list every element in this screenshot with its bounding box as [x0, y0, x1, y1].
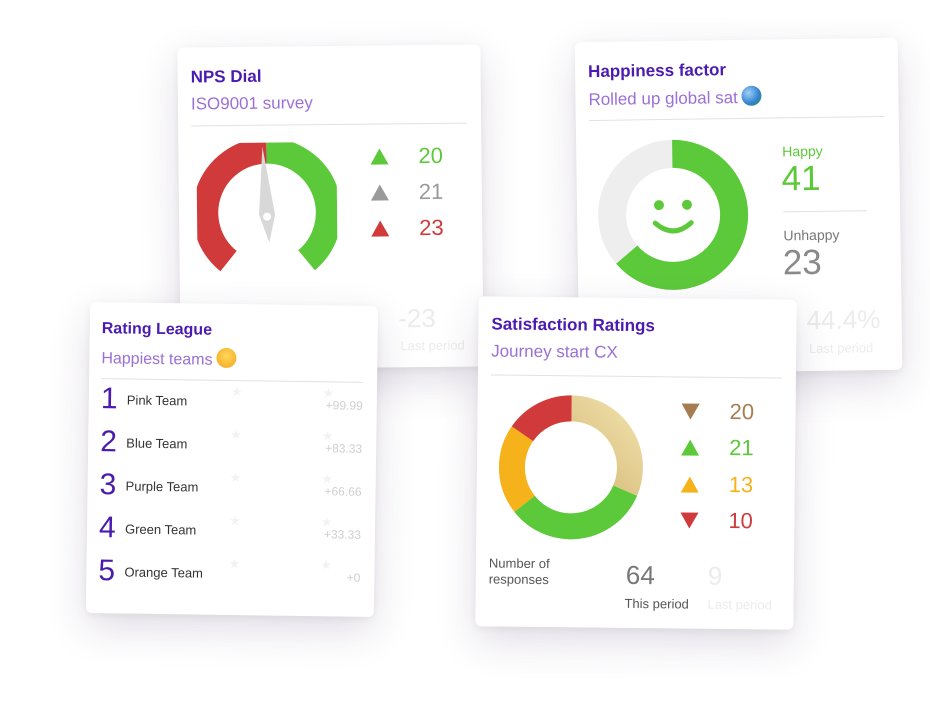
star-icons: ★★: [229, 469, 414, 488]
heart-eyes-emoji-icon: [216, 347, 237, 369]
star-icons: ★★: [228, 555, 412, 574]
team-name: Pink Team: [126, 392, 188, 409]
last-period-value: 9: [707, 560, 723, 591]
triangle-down-icon: [681, 403, 700, 420]
league-row: 2 Blue Team ★★ +83.33: [100, 425, 414, 469]
satisfaction-ring: [498, 395, 643, 540]
last-period-label: Last period: [707, 596, 772, 613]
nps-gauge: [196, 141, 338, 272]
league-row: 5 Orange Team ★★ +0: [98, 554, 412, 598]
rank-number: 4: [98, 511, 116, 545]
rank-number: 5: [98, 554, 116, 588]
team-name: Orange Team: [124, 564, 204, 581]
happiness-donut: [598, 139, 749, 290]
rating-league-card: Rating League Happiest teams 1 Pink Team…: [85, 302, 415, 617]
this-period-label: This period: [624, 595, 689, 612]
last-period-value: -23: [398, 302, 436, 334]
team-score: +83.33: [325, 441, 363, 456]
card-subtitle: Happiest teams: [101, 346, 237, 370]
triangle-up-icon: [370, 184, 389, 201]
nps-dial-card: NPS Dial ISO9001 survey 20 21 23 -23 Las…: [177, 44, 484, 370]
divider: [588, 115, 885, 122]
team-name: Purple Team: [125, 478, 199, 495]
nps-stat-1: 20: [370, 143, 443, 170]
star-icons: ★★: [229, 512, 413, 531]
last-period-value: 44.4%: [806, 304, 881, 336]
card-title: Rating League: [101, 320, 213, 339]
unhappy-label: Unhappy: [783, 226, 840, 244]
league-row: 1 Pink Team ★★ +99.99: [100, 382, 415, 426]
divider: [783, 210, 868, 213]
card-title: NPS Dial: [190, 66, 262, 87]
team-score: +66.66: [324, 484, 362, 499]
unhappy-value: 23: [782, 242, 823, 283]
triangle-up-icon: [371, 220, 390, 237]
team-name: Blue Team: [126, 435, 188, 452]
league-row: 3 Purple Team ★★ +66.66: [99, 468, 413, 512]
this-period-value: 64: [625, 559, 655, 591]
nps-stat-2: 21: [370, 179, 444, 206]
rank-number: 1: [100, 382, 118, 416]
divider: [191, 122, 468, 127]
triangle-up-icon: [680, 476, 699, 493]
sat-stat-4: 10: [680, 507, 753, 534]
sat-stat-1: 20: [681, 398, 754, 425]
rank-number: 2: [100, 425, 118, 459]
team-score: +0: [346, 570, 361, 585]
globe-icon: [741, 85, 762, 106]
smiley-icon: [652, 199, 694, 234]
satisfaction-ratings-card: Satisfaction Ratings Journey start CX 20…: [475, 296, 797, 630]
happiness-factor-card: Happiness factor Rolled up global sat Ha…: [574, 37, 903, 375]
team-score: +33.33: [323, 527, 362, 542]
card-subtitle: ISO9001 survey: [190, 93, 313, 114]
triangle-up-icon: [681, 439, 700, 456]
gauge-needle: [259, 146, 276, 243]
last-period-label: Last period: [808, 340, 874, 357]
happy-label: Happy: [782, 142, 823, 160]
happy-value: 41: [781, 158, 821, 199]
sat-stat-2: 21: [681, 434, 754, 461]
divider: [490, 374, 782, 379]
triangle-up-icon: [370, 148, 389, 165]
team-score: +99.99: [325, 398, 363, 413]
nps-stat-3: 23: [371, 215, 444, 242]
star-icons: ★★: [230, 383, 415, 402]
responses-label: Number of responses: [488, 555, 550, 588]
sat-stat-3: 13: [680, 471, 753, 498]
star-icons: ★★: [230, 426, 414, 445]
card-title: Happiness factor: [587, 60, 727, 82]
triangle-down-icon: [680, 512, 699, 529]
card-title: Satisfaction Ratings: [491, 314, 655, 336]
rank-number: 3: [99, 468, 117, 502]
card-subtitle: Rolled up global sat: [588, 85, 762, 110]
league-row: 4 Green Team ★★ +33.33: [98, 511, 413, 555]
team-name: Green Team: [124, 521, 197, 538]
card-subtitle: Journey start CX: [491, 341, 618, 362]
last-period-label: Last period: [400, 337, 465, 354]
